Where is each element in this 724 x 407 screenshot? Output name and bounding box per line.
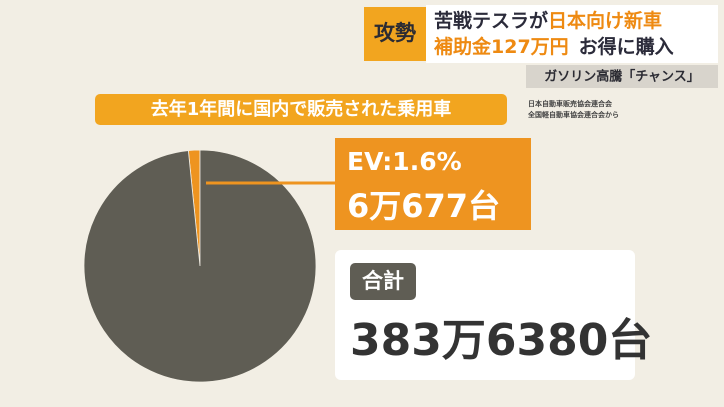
total: 383万6380台 bbox=[350, 315, 652, 366]
pie bbox=[83, 149, 317, 383]
tag: 攻勢 bbox=[374, 21, 416, 45]
source: 全国軽自動車協会連合会から bbox=[527, 110, 619, 119]
headline: 補助金127万円 お得に購入 bbox=[433, 35, 674, 58]
headline-part: 苦戦テスラが bbox=[434, 9, 548, 32]
ev-units: 6万677台 bbox=[347, 187, 500, 225]
total-label-box bbox=[350, 263, 416, 300]
title-box bbox=[95, 94, 507, 125]
subline-box bbox=[526, 65, 718, 88]
pie-slice bbox=[83, 149, 317, 383]
headline-box bbox=[426, 5, 718, 63]
headline-part: お得に購入 bbox=[579, 35, 674, 58]
headline-part: 補助金127万円 bbox=[433, 35, 569, 58]
source: 日本自動車販売協会連合会 bbox=[528, 99, 613, 108]
headline: 苦戦テスラが日本向け新車 bbox=[434, 9, 662, 32]
value-label: EV:1.6% bbox=[347, 147, 462, 176]
headline-part: 日本向け新車 bbox=[548, 9, 662, 32]
chart-title: 去年1年間に国内で販売された乗用車 bbox=[151, 98, 452, 120]
subline: ガソリン高騰「チャンス」 bbox=[544, 69, 700, 85]
total-label: 合計 bbox=[362, 269, 404, 293]
tag-box bbox=[364, 7, 426, 61]
ev-box bbox=[335, 138, 531, 230]
